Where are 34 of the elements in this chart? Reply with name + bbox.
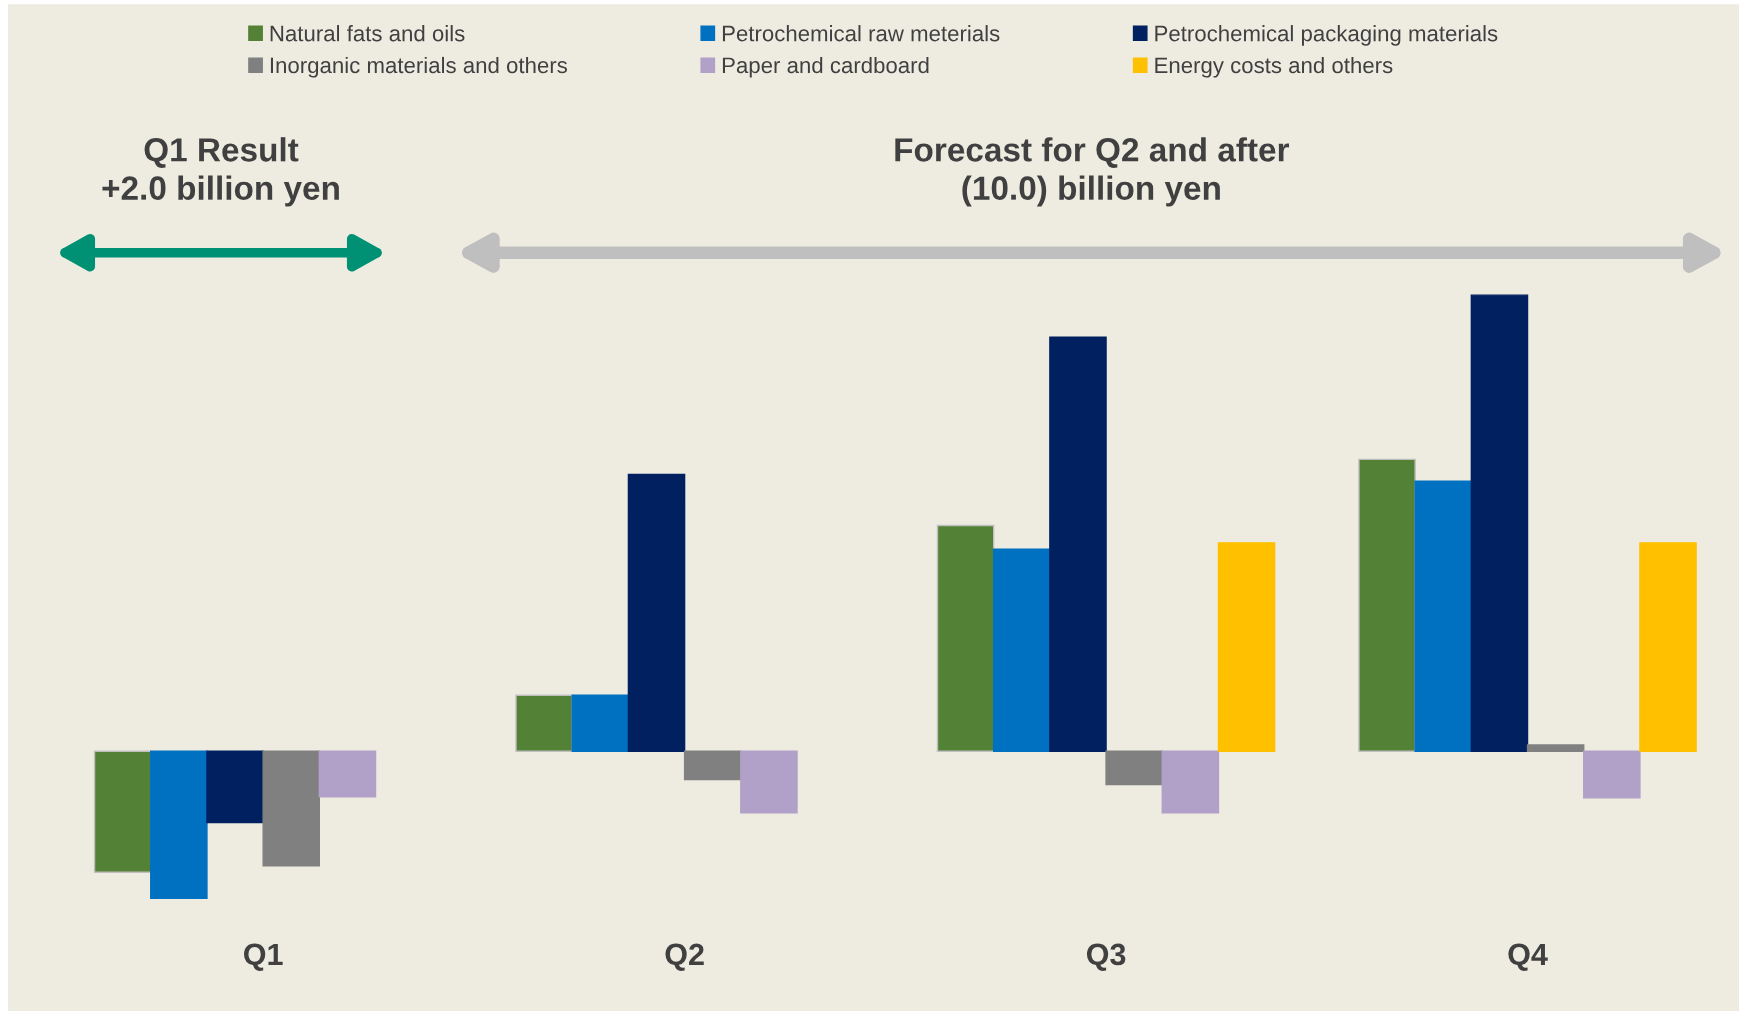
bar [627,473,686,753]
bar [1526,744,1585,753]
bar [1217,542,1276,753]
legend-label: Energy costs and others [1155,56,1393,78]
bar [683,750,742,781]
bar [1639,542,1697,753]
bar [206,750,264,824]
bar [318,750,377,798]
x-tick-label: Q4 [1508,943,1548,971]
bar [262,750,321,867]
bar [571,694,630,753]
legend-label: Petrochemical raw meterials [722,25,1000,42]
x-tick-label: Q3 [1086,943,1126,971]
x-tick-label: Q2 [665,943,704,971]
bar [1161,750,1220,814]
legend-label: Paper and cardboard [722,56,929,78]
bar [150,750,208,899]
legend-label: Petrochemical packaging materials [1155,25,1498,46]
legend-label: Natural fats and oils [270,25,465,42]
bar [992,548,1051,753]
bar [1105,750,1163,786]
legend-label: Inorganic materials and others [270,56,567,78]
text: Q1 Result +2.0 billion yen [102,137,339,207]
bar [1358,458,1416,753]
bar [936,524,995,753]
bar [1583,750,1641,799]
bar [515,694,573,753]
bar [1049,336,1107,753]
bar [93,750,152,873]
text: Forecast for Q2 and after (10.0) billion yen [895,137,1290,207]
bar [1470,294,1529,753]
bar [740,750,798,814]
bar [1414,480,1473,753]
x-tick-label: Q1 [244,943,283,971]
